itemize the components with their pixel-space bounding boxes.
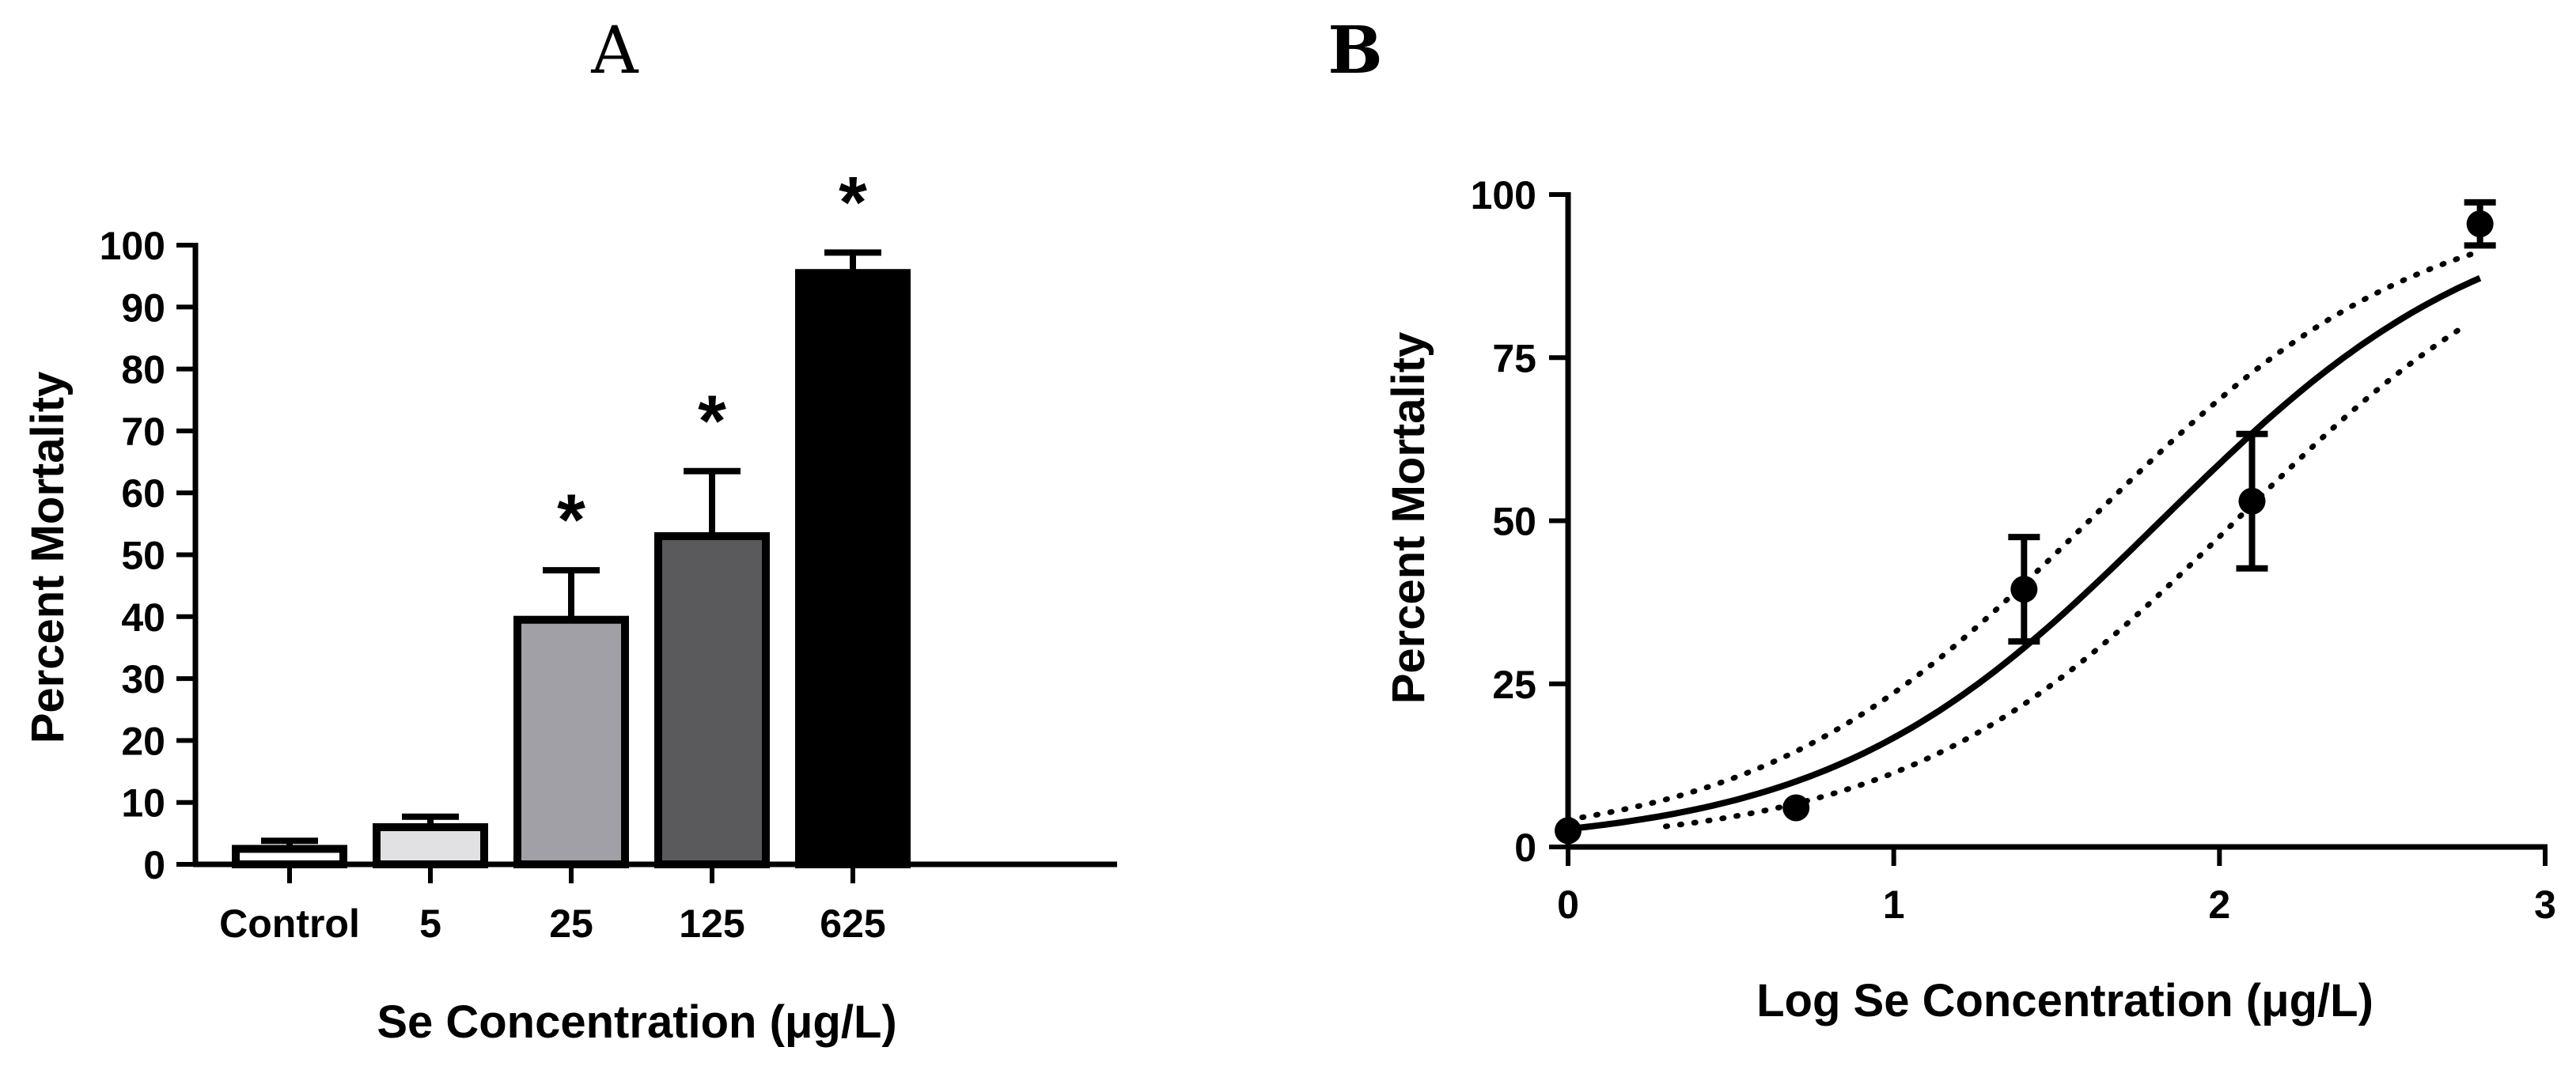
y-tick-label: 100	[1471, 173, 1536, 217]
y-tick-label: 60	[121, 471, 165, 516]
x-tick-label: Control	[219, 902, 360, 946]
fitted-curve	[1567, 275, 2482, 833]
x-tick-label: 125	[679, 902, 744, 946]
panel-a-bar-chart: A * * * Control 5 25 125 625 0 10 20 30 40 50 60 70 80 9…	[22, 13, 1117, 1048]
panel-b-dose-response-chart: B 0 25 50 75 100 0 1 2 3 Log Se Concentration (μ…	[1328, 13, 2556, 1026]
significance-marker: *	[839, 162, 867, 243]
y-tick-label: 30	[121, 657, 165, 701]
bar	[795, 269, 911, 868]
y-tick-label: 70	[121, 410, 165, 454]
panel-a-y-axis-label: Percent Mortality	[22, 372, 74, 744]
x-tick-label: 25	[549, 902, 593, 946]
y-tick-label: 0	[143, 843, 165, 887]
y-tick-label: 25	[1492, 663, 1536, 707]
y-tick-label: 20	[121, 719, 165, 763]
panel-a-x-axis-label: Se Concentration (μg/L)	[377, 996, 896, 1048]
x-tick-label: 2	[2208, 883, 2230, 927]
data-point	[2466, 210, 2494, 238]
x-tick-label: 3	[2534, 883, 2556, 927]
panel-b-title: B	[1328, 13, 1382, 89]
significance-marker: *	[557, 480, 585, 561]
data-point	[2238, 487, 2266, 515]
data-point	[1782, 794, 1810, 822]
panel-b-x-axis-label: Log Se Concentration (μg/L)	[1756, 975, 2373, 1026]
y-tick-label: 90	[121, 285, 165, 330]
y-tick-label: 80	[121, 348, 165, 392]
confidence-band-upper	[1565, 248, 2483, 822]
y-tick-label: 50	[121, 534, 165, 578]
x-tick-label: 625	[820, 902, 885, 946]
panel-b-y-axis-label: Percent Mortality	[1383, 332, 1434, 705]
significance-marker: *	[698, 381, 726, 462]
y-tick-label: 100	[100, 224, 165, 268]
confidence-band-lower	[1663, 323, 2467, 830]
bar	[373, 823, 488, 869]
x-tick-label: 1	[1883, 883, 1905, 927]
y-tick-label: 0	[1514, 826, 1536, 870]
y-tick-label: 50	[1492, 500, 1536, 544]
y-tick-label: 40	[121, 595, 165, 640]
y-tick-label: 10	[121, 781, 165, 826]
bar	[654, 532, 770, 868]
bar	[513, 615, 629, 869]
data-point	[2010, 576, 2038, 603]
panel-a-title: A	[590, 13, 639, 89]
x-tick-label: 5	[419, 902, 441, 946]
y-tick-label: 75	[1492, 336, 1536, 380]
x-tick-label: 0	[1557, 883, 1579, 927]
